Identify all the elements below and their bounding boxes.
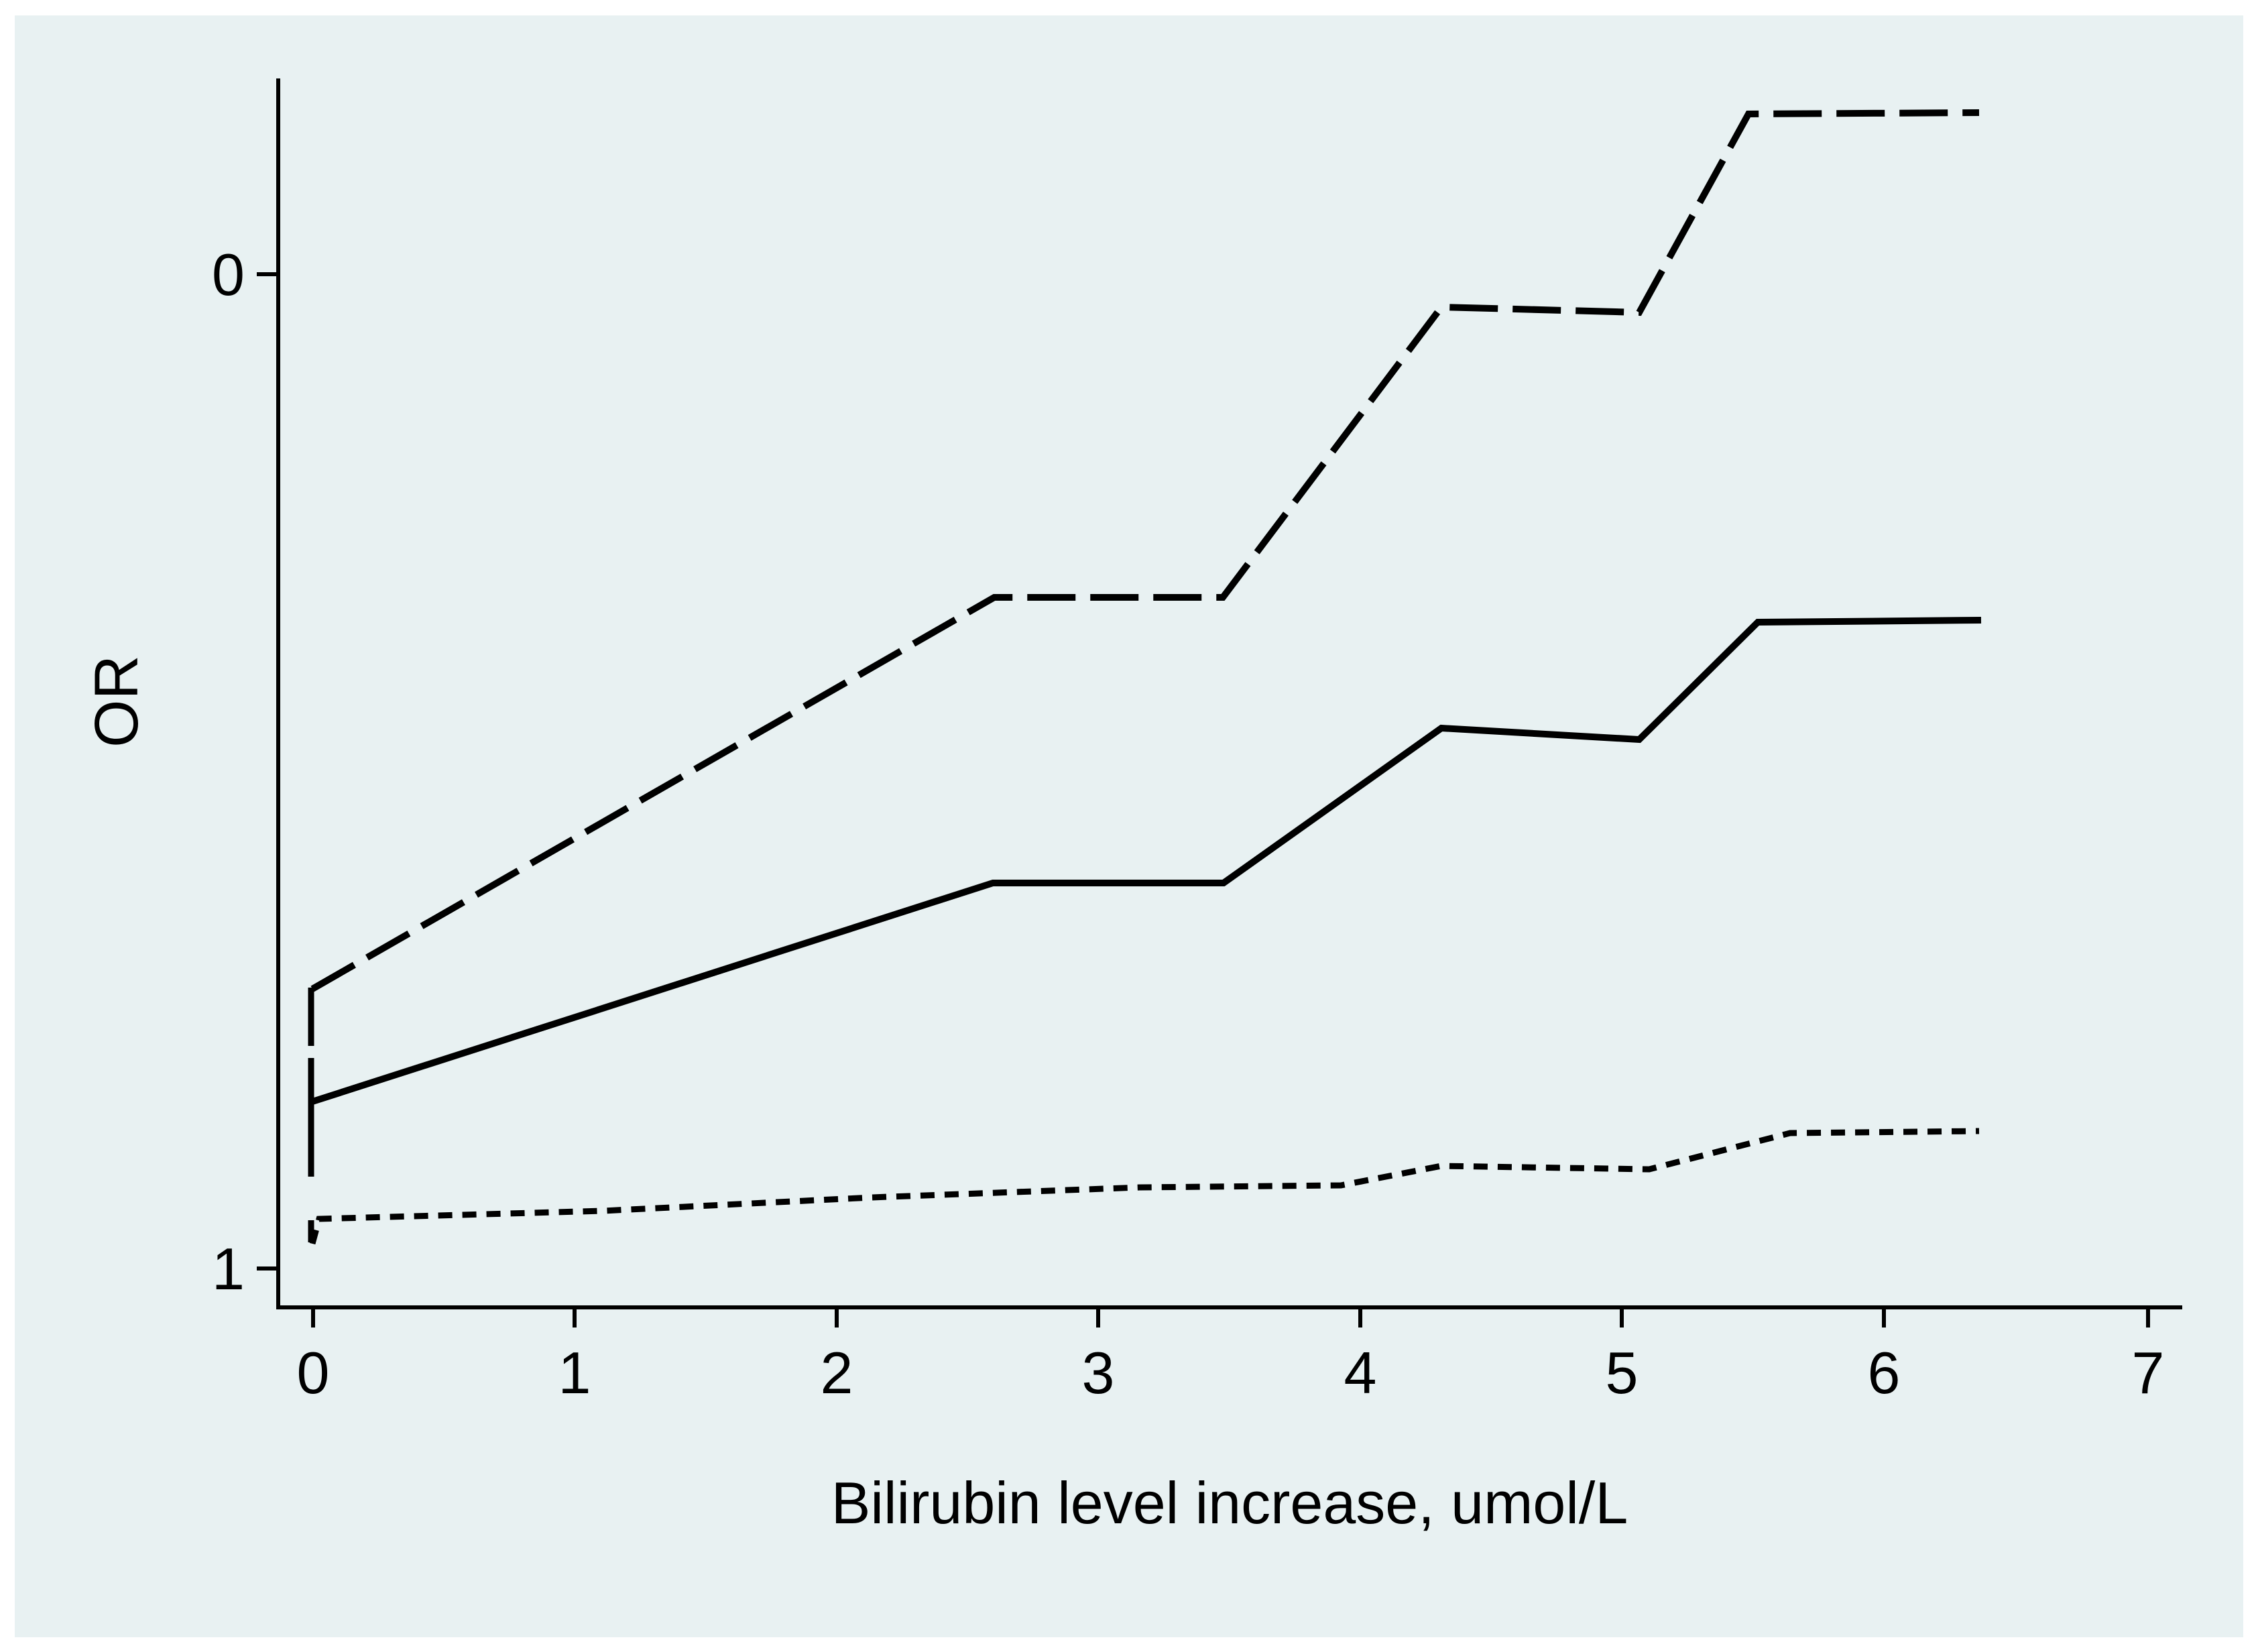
x-tick-label: 2 — [821, 1340, 853, 1406]
series-lower-ci-line — [309, 1128, 1980, 1245]
x-tick-label: 3 — [1082, 1340, 1115, 1406]
y-axis-title: OR — [82, 655, 151, 748]
series-estimate-line — [311, 617, 1982, 1105]
x-tick-label: 6 — [1868, 1340, 1901, 1406]
x-tick-label: 7 — [2132, 1340, 2165, 1406]
series-upper-ci-line — [310, 109, 1980, 992]
y-tick-label: 0 — [212, 241, 245, 308]
x-tick-label: 4 — [1344, 1340, 1377, 1406]
y-tick-label: 1 — [212, 1236, 245, 1302]
x-axis-title: Bilirubin level increase, umol/L — [831, 1470, 1628, 1536]
plot-background — [15, 15, 2243, 1637]
x-tick-label: 1 — [558, 1340, 591, 1406]
x-tick-label: 5 — [1606, 1340, 1639, 1406]
x-tick-label: 0 — [297, 1340, 330, 1406]
